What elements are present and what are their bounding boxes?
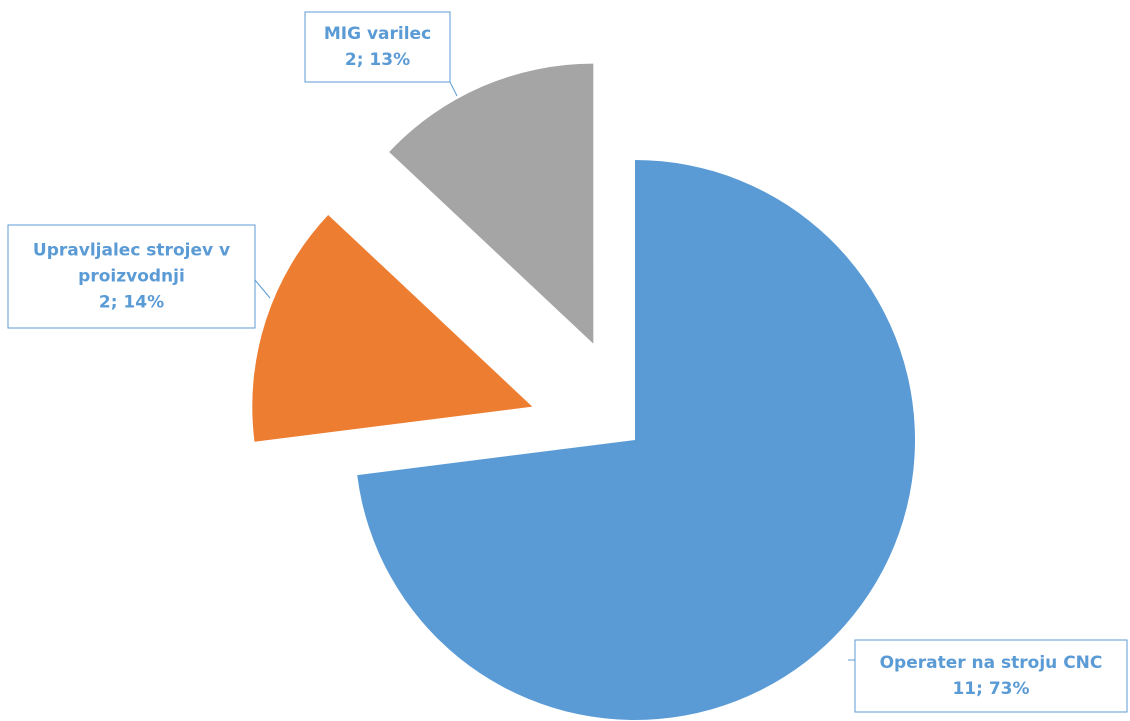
value-label: 2; 14% (99, 293, 164, 313)
pie-slice (252, 214, 533, 442)
label-box (854, 639, 1128, 713)
leader-line (449, 81, 458, 97)
label-box (304, 11, 451, 83)
slice-label: Upravljalec strojev v (33, 241, 230, 261)
slice-label: proizvodnji (78, 267, 185, 287)
value-label: 2; 13% (345, 50, 410, 70)
leader-line (254, 279, 271, 299)
value-label: 11; 73% (952, 679, 1029, 699)
label-box (7, 224, 256, 329)
pie-slice (357, 160, 916, 721)
pie-slice (389, 63, 594, 344)
slice-label: Operater na stroju CNC (880, 653, 1103, 673)
slice-label: MIG varilec (324, 24, 431, 44)
